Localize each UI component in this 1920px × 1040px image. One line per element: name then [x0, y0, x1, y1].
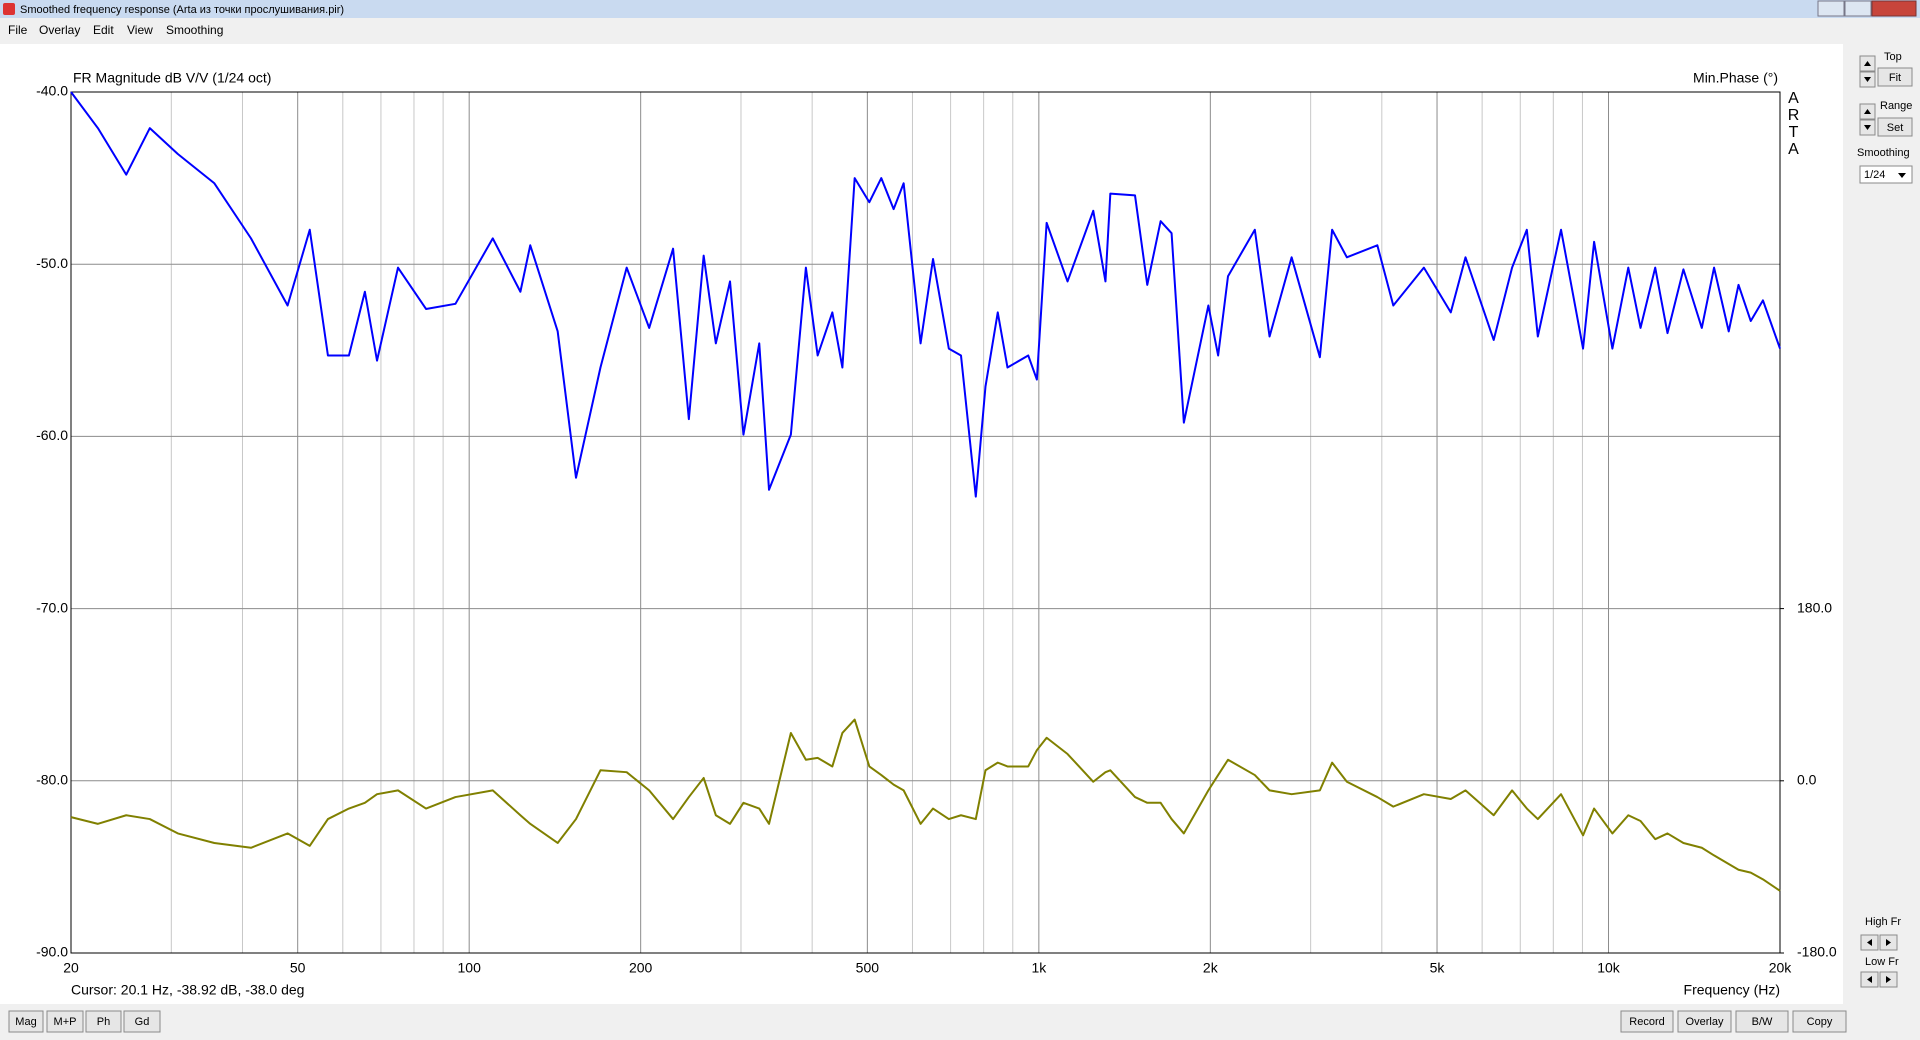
button-label: Mag [15, 1016, 36, 1028]
button[interactable] [1792, 1010, 1847, 1033]
minimize-button[interactable] [1817, 0, 1845, 17]
plot-frame [70, 91, 1781, 954]
button-label: Record [1629, 1016, 1664, 1028]
menu-item[interactable]: Smoothing [166, 23, 223, 37]
arrow-icon [1886, 939, 1891, 946]
x-tick-label: 5k [1430, 960, 1446, 976]
dropdown-arrow [1898, 173, 1906, 178]
button[interactable] [46, 1010, 84, 1033]
x-tick-label: 20k [1769, 960, 1793, 976]
x-tick-label: 200 [629, 960, 653, 976]
button-label: M+P [54, 1016, 77, 1028]
x-tick-label: 20 [63, 960, 79, 976]
menu-item[interactable]: File [8, 23, 28, 37]
series-line [70, 91, 1781, 498]
button[interactable] [1620, 1010, 1674, 1033]
cursor-readout: Cursor: 20.1 Hz, -38.92 dB, -38.0 deg [71, 982, 304, 998]
y-tick-label: -90.0 [36, 944, 68, 960]
menu-item[interactable]: Overlay [39, 23, 80, 37]
button-label: B/W [1752, 1016, 1773, 1028]
chart-area [0, 44, 1843, 1004]
close-button[interactable] [1871, 0, 1917, 17]
smoothing-dropdown[interactable] [1859, 165, 1913, 184]
x-tick-label: 1k [1031, 960, 1047, 976]
set-button[interactable] [1877, 117, 1913, 137]
y-tick-label: -40.0 [36, 83, 68, 99]
button[interactable] [1677, 1010, 1732, 1033]
button-label: Ph [97, 1016, 110, 1028]
set-label: Set [1887, 122, 1904, 134]
y-tick-label: -70.0 [36, 599, 68, 615]
fit-button[interactable] [1877, 67, 1913, 87]
button-label: Copy [1807, 1016, 1833, 1028]
window-title: Smoothed frequency response (Arta из точ… [20, 4, 344, 16]
side-panel: Top Fit Range Set Smoothing 1/24 High Fr… [1857, 51, 1913, 988]
arrow-icon [1886, 976, 1891, 983]
y-tick-label: -80.0 [36, 772, 68, 788]
top-label: Top [1884, 51, 1902, 63]
button[interactable] [8, 1010, 44, 1033]
button[interactable] [85, 1010, 122, 1033]
y-tick-label: -50.0 [36, 255, 68, 271]
smoothing-label: Smoothing [1857, 147, 1910, 159]
arrow-icon [1867, 939, 1872, 946]
y2-tick-label: 180.0 [1797, 599, 1832, 615]
button[interactable] [1735, 1010, 1789, 1033]
button[interactable] [123, 1010, 161, 1033]
menu-item[interactable]: View [127, 23, 153, 37]
maximize-button[interactable] [1844, 0, 1872, 17]
button-label: Gd [135, 1016, 150, 1028]
x-tick-label: 10k [1597, 960, 1621, 976]
y-tick-label: -60.0 [36, 427, 68, 443]
x-tick-label: 50 [290, 960, 306, 976]
range-label: Range [1880, 100, 1912, 112]
x-tick-label: 500 [856, 960, 880, 976]
menu-bar [0, 18, 1920, 42]
button-label: Overlay [1686, 1016, 1724, 1028]
arrow-icon [1864, 109, 1871, 114]
series-line [70, 718, 1781, 892]
y2-tick-label: 0.0 [1797, 772, 1817, 788]
arta-watermark: ARTA [1785, 90, 1802, 158]
arrow-icon [1867, 976, 1872, 983]
arrow-icon [1864, 125, 1871, 130]
high-fr-label: High Fr [1865, 916, 1901, 928]
x-tick-label: 2k [1203, 960, 1219, 976]
y-axis-label: FR Magnitude dB V/V (1/24 oct) [73, 70, 271, 86]
y2-axis-label: Min.Phase (°) [1693, 70, 1778, 86]
app-icon [3, 3, 15, 15]
x-axis-label: Frequency (Hz) [1684, 982, 1780, 998]
smoothing-value: 1/24 [1864, 169, 1885, 181]
x-tick-label: 100 [458, 960, 482, 976]
title-bar [0, 0, 1920, 18]
menu-item[interactable]: Edit [93, 23, 114, 37]
fit-label: Fit [1889, 72, 1901, 84]
arrow-icon [1864, 61, 1871, 66]
arrow-icon [1864, 77, 1871, 82]
y2-tick-label: -180.0 [1797, 944, 1837, 960]
low-fr-label: Low Fr [1865, 956, 1899, 968]
